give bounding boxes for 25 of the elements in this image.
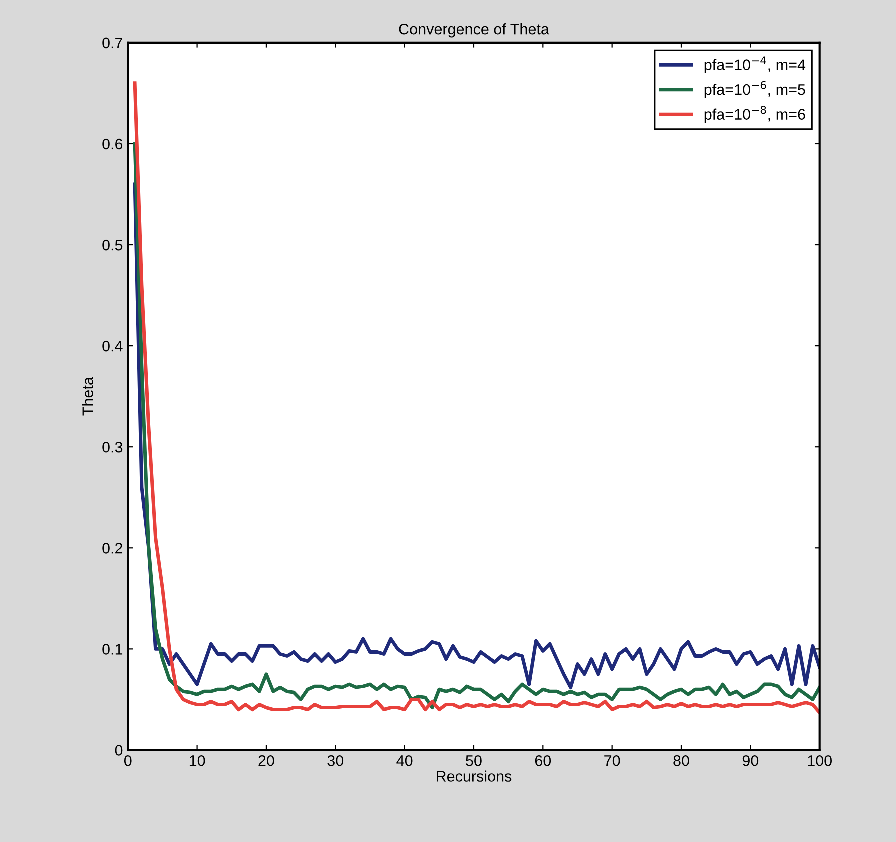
x-tick-label: 70: [604, 755, 620, 766]
y-tick-label: 0.2: [102, 543, 122, 554]
y-tick-label: 0.3: [102, 442, 123, 453]
x-tick-label: 60: [535, 755, 552, 766]
x-tick-label: 20: [258, 755, 274, 766]
legend-label: pfa=10$^{−8}$, m=6: [704, 106, 806, 123]
y-tick-label: 0.5: [102, 240, 123, 251]
legend-label: pfa=10$^{−4}$, m=4: [704, 56, 806, 74]
y-tick-label: 0: [115, 745, 123, 756]
x-tick-label: 10: [190, 755, 206, 766]
y-tick-label: 0.1: [102, 644, 123, 655]
y-axis-title: Theta: [82, 377, 94, 416]
y-tick-label: 0.7: [102, 38, 122, 49]
y-tick-label: 0.6: [102, 138, 123, 150]
chart-title: Convergence of Theta: [399, 24, 550, 38]
x-tick-label: 100: [808, 755, 832, 766]
y-tick-label: 0.4: [102, 340, 123, 352]
x-axis-title: Recursions: [437, 770, 512, 782]
x-tick-label: 90: [742, 755, 759, 766]
x-tick-label: 80: [674, 755, 690, 766]
x-tick-label: 30: [328, 755, 344, 766]
x-tick-label: 40: [396, 755, 413, 766]
legend-label: pfa=10$^{−6}$, m=5: [704, 81, 806, 98]
x-tick-label: 0: [124, 755, 132, 766]
x-tick-label: 50: [466, 755, 482, 766]
